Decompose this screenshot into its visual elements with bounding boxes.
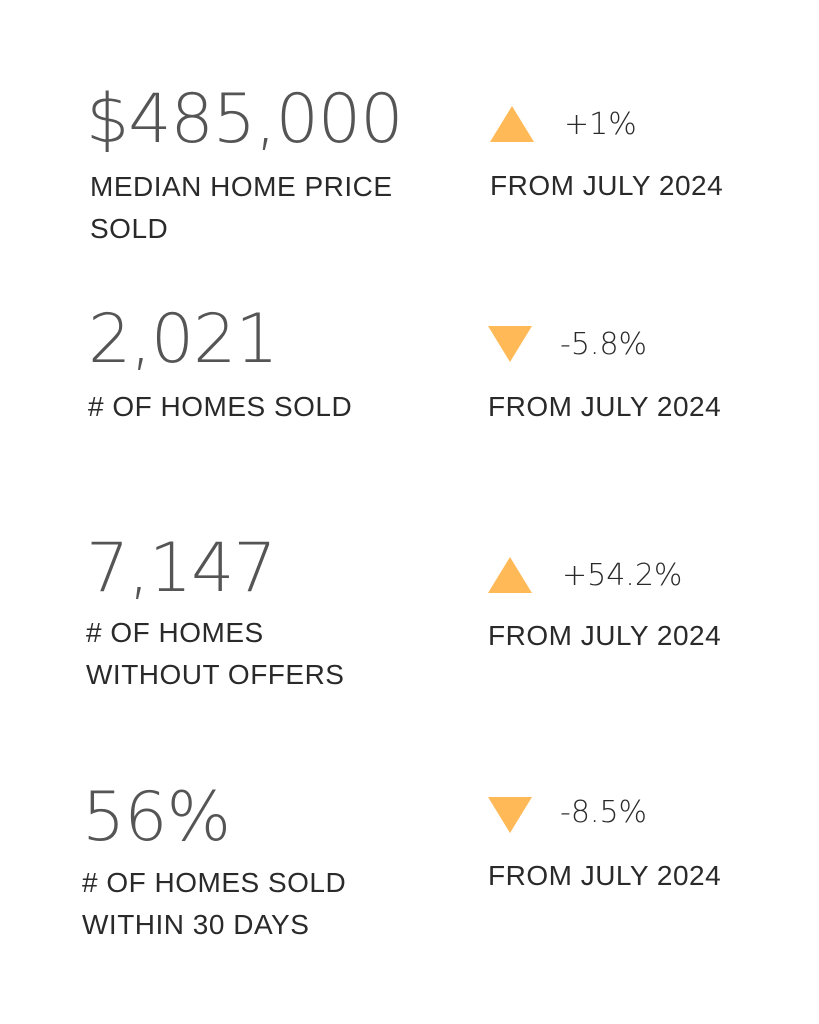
change-percent: -8.5% [560, 795, 648, 830]
change-percent: +1% [564, 107, 637, 142]
stat-label: # OF HOMES SOLD [88, 386, 352, 428]
stat-median-home-price: $485,000 MEDIAN HOME PRICE SOLD +1% FROM… [0, 0, 819, 245]
stat-value: $485,000 [86, 80, 403, 159]
stat-label-line: # OF HOMES [86, 617, 264, 648]
triangle-down-icon [488, 326, 532, 362]
stat-label-line: # OF HOMES SOLD [82, 867, 347, 898]
stat-label-line: MEDIAN HOME PRICE [90, 171, 393, 202]
stat-value: 7,147 [86, 529, 277, 608]
triangle-up-icon [490, 106, 534, 142]
stat-value: 56% [82, 778, 231, 857]
comparison-label: FROM JULY 2024 [488, 620, 722, 651]
stat-value: 2,021 [88, 300, 279, 379]
comparison-label: FROM JULY 2024 [488, 860, 722, 891]
stat-homes-without-offers: 7,147 # OF HOMES WITHOUT OFFERS +54.2% F… [0, 0, 819, 691]
stat-homes-sold: 2,021 # OF HOMES SOLD -5.8% FROM JULY 20… [0, 0, 819, 423]
comparison-label: FROM JULY 2024 [488, 391, 722, 422]
stat-homes-sold-within-30-days: 56% # OF HOMES SOLD WITHIN 30 DAYS -8.5%… [0, 0, 819, 941]
stat-label-line: SOLD [90, 213, 169, 244]
comparison-label: FROM JULY 2024 [490, 170, 724, 201]
stat-label-line: WITHIN 30 DAYS [82, 909, 310, 940]
change-percent: +54.2% [562, 558, 683, 593]
triangle-up-icon [488, 557, 532, 593]
triangle-down-icon [488, 797, 532, 833]
change-percent: -5.8% [560, 327, 648, 362]
stat-label: # OF HOMES WITHOUT OFFERS [86, 612, 344, 696]
stat-label-line: WITHOUT OFFERS [86, 659, 345, 690]
stat-label: MEDIAN HOME PRICE SOLD [90, 166, 393, 250]
stat-label: # OF HOMES SOLD WITHIN 30 DAYS [82, 862, 346, 946]
stat-label-line: # OF HOMES SOLD [88, 391, 353, 422]
